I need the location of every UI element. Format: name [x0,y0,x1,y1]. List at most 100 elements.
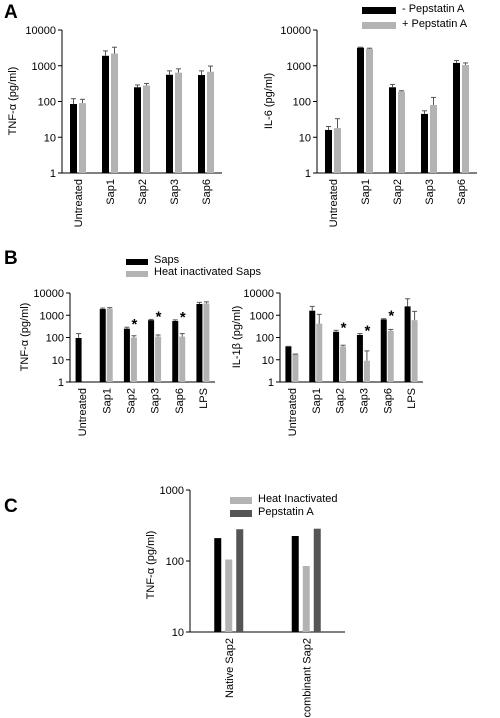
bar [302,566,310,632]
bar [102,55,109,173]
bar [79,103,86,173]
x-tick-label: Untreated [73,179,85,227]
y-tick-label: 1 [268,377,274,389]
legend-entry: Saps [154,254,180,266]
x-tick-label: Sap3 [424,179,436,205]
y-tick-label: 10000 [243,288,274,300]
bar [148,320,155,382]
significance-marker: * [180,309,186,326]
x-tick-label: Sap2 [137,179,149,205]
bar [179,336,186,382]
significance-marker: * [341,319,347,336]
bar [309,310,316,382]
legend-entry: Pepstatin A [258,506,314,518]
bar [134,87,141,173]
chart-a-right: 1 10 100 1000 10000 IL-6 (pg/ml) Untreated Sap1… [263,25,477,227]
y-axis-label: TNF-α (pg/ml) [7,67,19,136]
bar [207,71,214,173]
y-tick-label: 1000 [40,310,64,322]
x-tick-label: Sap1 [311,388,323,414]
bar [291,535,299,632]
y-tick-label: 100 [166,556,184,568]
y-axis-label: IL-6 (pg/ml) [263,73,275,129]
y-axis-label: IL-1β (pg/ml) [231,306,243,369]
bar [389,87,396,173]
y-tick-label: 1000 [287,61,311,73]
bar [430,104,437,173]
x-tick-label: LPS [198,388,210,409]
bar [214,538,222,632]
y-tick-label: 10000 [25,25,56,37]
y-tick-label: 10000 [280,25,311,37]
bar [198,75,205,173]
y-tick-label: 100 [38,97,56,109]
legend-swatch [362,7,396,14]
x-tick-label: Sap6 [382,388,394,414]
bar [130,337,137,382]
bar [334,128,341,173]
panel-letter-b: B [4,248,18,269]
y-tick-label: 10 [299,132,311,144]
y-tick-label: 100 [256,333,274,345]
bar [333,331,340,382]
bar [99,309,106,382]
legend-entry: Heat inactivated Saps [154,266,262,278]
bar [143,85,150,173]
legend-swatch [230,497,252,504]
bar [111,53,118,173]
x-tick-label: Sap2 [335,388,347,414]
chart-a-left: 1 10 100 1000 10000 TNF-α (pg/ml) Untreated Sap… [7,25,222,227]
y-tick-label: 10 [44,132,56,144]
y-axis-label: TNF-α (pg/ml) [19,303,31,372]
bar [175,72,182,173]
y-tick-label: 10 [52,355,64,367]
legend-entry: Heat Inactivated [258,493,338,505]
significance-marker: * [388,308,394,325]
x-tick-label: Recombinant Sap2 [301,638,313,718]
bar [236,529,244,632]
legend-swatch [126,271,148,277]
chart-c: 10 100 1000 TNF-α (pg/ml) Native Sap2 Recombi… [145,485,345,718]
significance-marker: * [131,316,137,333]
bar [404,306,411,382]
bar [70,104,77,173]
bar [166,74,173,173]
bar [155,336,162,382]
y-tick-label: 100 [46,333,64,345]
x-tick-label: Untreated [287,388,299,436]
bar [380,319,387,382]
y-tick-label: 1 [50,168,56,180]
bar [411,320,418,382]
bar [196,304,203,382]
y-tick-label: 10000 [33,288,64,300]
bar [340,346,347,382]
y-tick-label: 10 [262,355,274,367]
y-tick-label: 1 [305,168,311,180]
bar [316,323,323,382]
bar [313,528,321,632]
bar [387,330,394,382]
x-tick-label: LPS [406,388,418,409]
y-tick-label: 100 [293,97,311,109]
x-tick-label: Sap3 [169,179,181,205]
bar [292,354,299,382]
y-tick-label: 1000 [250,310,274,322]
y-tick-label: 1000 [32,61,56,73]
x-tick-label: Sap1 [101,388,113,414]
legend-entry: + Pepstatin A [402,18,468,30]
significance-marker: * [156,308,162,325]
x-tick-label: Untreated [77,388,89,436]
y-tick-label: 10 [172,627,184,639]
x-tick-label: Sap3 [358,388,370,414]
y-tick-label: 1 [58,377,64,389]
bar [453,62,460,174]
x-tick-label: Sap2 [125,388,137,414]
y-axis-label: TNF-α (pg/ml) [145,531,157,600]
y-tick-label: 1000 [160,485,184,497]
x-tick-label: Sap6 [174,388,186,414]
